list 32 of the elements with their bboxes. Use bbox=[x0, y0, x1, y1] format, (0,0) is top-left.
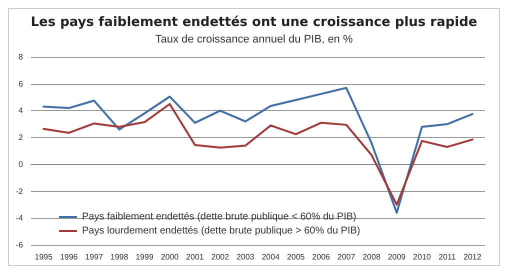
y-tick-label: 4 bbox=[18, 106, 24, 116]
y-tick-label: 6 bbox=[18, 79, 24, 88]
x-tick-label: 1995 bbox=[34, 252, 54, 262]
x-tick-label: 2001 bbox=[186, 252, 204, 262]
x-tick-label: 2002 bbox=[211, 252, 230, 262]
x-tick-label: 1998 bbox=[110, 252, 129, 262]
x-tick-label: 2006 bbox=[312, 252, 331, 262]
x-tick-label: 2011 bbox=[438, 252, 456, 262]
chart-title: Les pays faiblement endettés ont une croissance plus rapide bbox=[30, 15, 478, 30]
line-series bbox=[42, 103, 474, 206]
x-tick-label: 2000 bbox=[160, 252, 180, 262]
y-tick-label: 2 bbox=[18, 133, 24, 142]
x-tick-label: 2009 bbox=[388, 252, 406, 262]
y-tick-label: 0 bbox=[18, 160, 24, 169]
x-tick-label: 1999 bbox=[136, 252, 154, 262]
chart-subtitle: Taux de croissance annuel du PIB, en % bbox=[155, 34, 353, 46]
x-tick-label: 2010 bbox=[413, 252, 432, 262]
x-tick-label: 2007 bbox=[337, 252, 356, 262]
legend-label: Pays lourdement endettés (dette brute publique > 60% du PIB) bbox=[82, 226, 360, 236]
y-tick-label: 8 bbox=[18, 52, 24, 62]
y-tick-label: -6 bbox=[16, 240, 24, 250]
legend-label: Pays faiblement endettés (dette brute publique < 60% du PIB) bbox=[82, 212, 356, 222]
x-tick-label: 1996 bbox=[60, 252, 78, 262]
x-tick-label: 2008 bbox=[362, 252, 381, 262]
x-tick-label: 2004 bbox=[262, 252, 280, 262]
x-tick-label: 2003 bbox=[236, 252, 255, 262]
x-tick-label: 2005 bbox=[286, 252, 306, 262]
y-tick-label: -2 bbox=[16, 186, 24, 196]
y-tick-label: -4 bbox=[16, 214, 24, 223]
x-tick-label: 1997 bbox=[85, 252, 104, 262]
line-series bbox=[42, 86, 474, 214]
x-tick-label: 2012 bbox=[463, 252, 482, 262]
